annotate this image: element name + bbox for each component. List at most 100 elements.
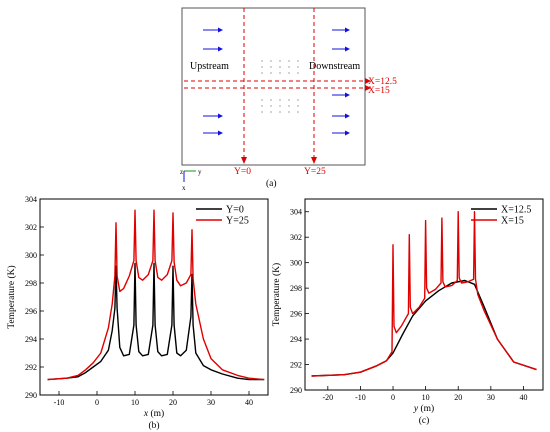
source-dot <box>297 72 299 74</box>
chart-c: -20 -10 0 10 20 30 40290292294296298300302304 … <box>271 198 544 426</box>
x-tick-label: 0 <box>391 393 395 402</box>
y-tick-label: 296 <box>290 310 302 319</box>
source-dot <box>288 105 290 107</box>
y-tick-label: 298 <box>290 284 302 293</box>
outflow-arrow <box>332 27 350 33</box>
outflow-arrow <box>332 92 350 98</box>
caption-a: (a) <box>266 178 277 189</box>
source-dot <box>270 111 272 113</box>
source-dot <box>261 60 263 62</box>
x-tick-label: 20 <box>169 398 177 407</box>
outflow-arrow <box>332 46 350 52</box>
inflow-arrow <box>203 130 223 136</box>
source-dot <box>261 111 263 113</box>
y-tick-label: 300 <box>290 259 302 268</box>
chart-b-legend: Y=0Y=25 <box>196 205 249 227</box>
source-dot <box>261 105 263 107</box>
y-tick-label: 302 <box>290 233 302 242</box>
source-dot <box>288 111 290 113</box>
chart-c-legend: X=12.5X=15 <box>471 205 531 227</box>
inflow-arrow <box>203 113 223 119</box>
chart-c-ylabel: Temperature (K) <box>271 263 282 326</box>
source-dot <box>279 111 281 113</box>
legend-entry: X=15 <box>501 216 524 227</box>
x-tick-label: -10 <box>54 398 65 407</box>
label-x12-5: X=12.5 <box>368 77 397 87</box>
inflow-arrow <box>203 27 223 33</box>
chart-b-ylabel: Temperature (K) <box>6 265 17 328</box>
triad-y: y <box>198 168 202 176</box>
triad-z: z <box>180 168 183 176</box>
source-dot <box>261 72 263 74</box>
source-dot <box>288 60 290 62</box>
x-tick-label: 40 <box>245 398 253 407</box>
y-tick-label: 304 <box>290 208 302 217</box>
chart-b-xlabel: x (m) <box>143 408 164 419</box>
chart-b: -10 0 10 20 30 40 290 292 294 296 298 300 302 304 Y=0… <box>6 195 269 431</box>
source-dot <box>297 105 299 107</box>
upstream-label: Upstream <box>190 61 229 72</box>
triad-x: x <box>182 184 186 192</box>
inflow-arrow <box>203 46 223 52</box>
label-x15: X=15 <box>368 86 390 96</box>
source-dot <box>270 60 272 62</box>
series-line-X=12.5 <box>311 279 537 377</box>
x-tick-label: 10 <box>422 393 430 402</box>
source-dot <box>297 66 299 68</box>
y-tick-label: 292 <box>25 363 37 372</box>
domain-boundary <box>181 7 366 166</box>
source-dot <box>288 72 290 74</box>
y-tick-label: 304 <box>25 195 37 204</box>
source-dot <box>270 72 272 74</box>
source-dot <box>297 60 299 62</box>
series-line-Y=0 <box>47 262 265 381</box>
chart-c-frame <box>304 198 544 391</box>
x-tick-label: -20 <box>322 393 333 402</box>
x-tick-label: 20 <box>454 393 462 402</box>
outflow-arrow <box>332 113 350 119</box>
legend-entry: Y=0 <box>226 205 244 216</box>
chart-c-ticks: -20 -10 0 10 20 30 40 290 292 294 296 298 300 302 304 <box>290 208 527 402</box>
x-tick-label: 10 <box>131 398 139 407</box>
chart-b-caption: (b) <box>148 420 159 431</box>
x-tick-label: 30 <box>487 393 495 402</box>
label-y0: Y=0 <box>234 167 251 177</box>
source-dot <box>297 111 299 113</box>
outflow-arrow <box>332 130 350 136</box>
chart-c-caption: (c) <box>419 415 430 426</box>
source-dot <box>270 105 272 107</box>
source-dot <box>270 66 272 68</box>
inflow-arrows-upstream <box>203 27 223 136</box>
y-tick-label: 302 <box>25 223 37 232</box>
legend-entry: X=12.5 <box>501 205 531 216</box>
source-dot <box>261 99 263 101</box>
source-dot <box>279 66 281 68</box>
domain-schematic: Upstream Downstream X=12.5 X=15 Y=0 Y=25… <box>180 7 397 192</box>
x-tick-label: 0 <box>95 398 99 407</box>
arrow-head-x15 <box>365 85 371 91</box>
axis-triad: z y x <box>180 168 202 192</box>
chart-b-series <box>47 209 265 381</box>
label-y25: Y=25 <box>304 167 326 177</box>
source-array <box>261 60 299 113</box>
x-tick-label: 40 <box>519 393 527 402</box>
source-dot <box>297 99 299 101</box>
outflow-arrows-downstream <box>332 27 350 136</box>
source-dot <box>270 99 272 101</box>
y-tick-label: 292 <box>290 361 302 370</box>
source-dot <box>288 66 290 68</box>
y-tick-label: 300 <box>25 251 37 260</box>
source-dot <box>279 60 281 62</box>
y-tick-label: 294 <box>290 335 302 344</box>
source-dot <box>288 99 290 101</box>
chart-b-ticks: -10 0 10 20 30 40 290 292 294 296 298 300 302 304 <box>25 195 253 407</box>
downstream-label: Downstream <box>309 61 360 72</box>
source-dot <box>279 105 281 107</box>
source-dot <box>279 72 281 74</box>
chart-b-frame <box>39 198 269 396</box>
y-tick-label: 290 <box>290 386 302 395</box>
y-tick-label: 290 <box>25 391 37 400</box>
source-dot <box>261 66 263 68</box>
chart-c-series <box>311 210 537 377</box>
